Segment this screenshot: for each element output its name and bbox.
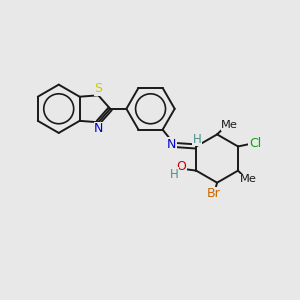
Text: S: S [94,82,102,95]
Text: Me: Me [240,174,257,184]
Text: O: O [176,160,186,173]
Text: H: H [193,133,201,146]
Text: H: H [169,168,178,181]
Text: Br: Br [207,188,220,200]
Text: Me: Me [221,120,238,130]
Text: N: N [94,122,104,135]
Text: Cl: Cl [249,137,261,150]
Text: N: N [167,138,176,151]
